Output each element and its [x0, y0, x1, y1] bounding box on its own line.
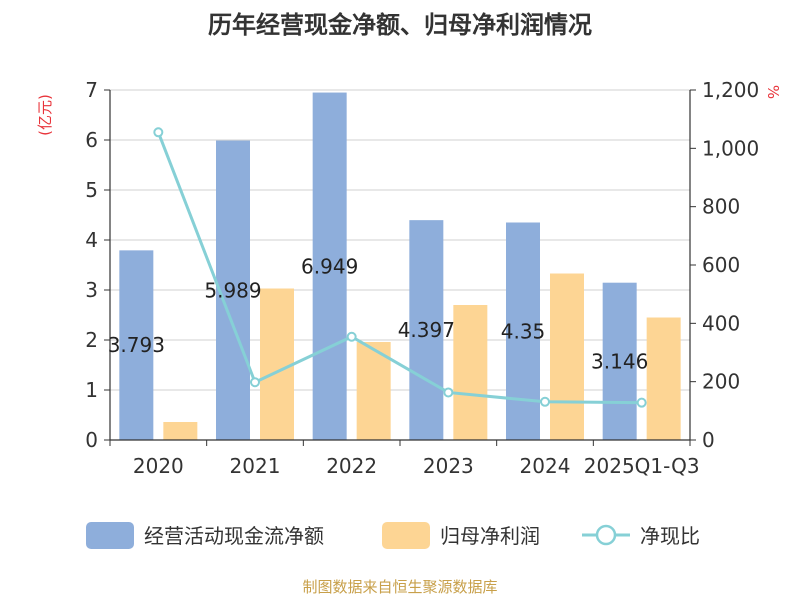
- cashflow-data-label: 3.146: [591, 349, 648, 373]
- net-profit-bar: [260, 288, 294, 440]
- ratio-point: [153, 127, 164, 138]
- left-axis-unit: (亿元): [36, 94, 54, 136]
- cashflow-data-label: 4.35: [501, 319, 546, 343]
- net-profit-bar: [550, 273, 584, 440]
- x-tick-label: 2021: [230, 454, 281, 478]
- x-tick-label: 2020: [133, 454, 184, 478]
- net-profit-bar: [356, 342, 391, 440]
- ratio-line: [153, 127, 647, 408]
- legend[interactable]: 经营活动现金流净额 归母净利润 净现比: [86, 522, 700, 549]
- legend-label-ratio: 净现比: [640, 524, 700, 548]
- right-axis-unit: %: [764, 85, 782, 99]
- left-tick-label: 3: [85, 278, 98, 302]
- cashflow-bar: [409, 220, 444, 440]
- legend-label-cashflow: 经营活动现金流净额: [144, 524, 324, 548]
- ratio-point: [250, 377, 260, 388]
- net-profit-bar: [163, 422, 198, 440]
- cashflow-bar: [602, 282, 637, 440]
- left-tick-label: 1: [85, 378, 98, 402]
- left-tick-label: 7: [85, 78, 98, 102]
- right-tick-label: 800: [702, 195, 740, 219]
- ratio-point: [443, 387, 454, 398]
- cashflow-bar: [216, 140, 250, 441]
- legend-swatch-net-profit: [382, 522, 430, 549]
- cashflow-bar: [312, 92, 347, 441]
- x-tick-label: 2022: [326, 454, 377, 478]
- right-tick-label: 200: [702, 370, 740, 394]
- cashflow-data-label: 4.397: [398, 318, 455, 342]
- x-tick-label: 2023: [423, 454, 474, 478]
- ratio-line-path: [156, 131, 642, 405]
- left-tick-label: 4: [85, 228, 98, 252]
- net-profit-bar: [646, 317, 681, 440]
- bar-marks: [119, 92, 681, 441]
- ratio-point: [346, 331, 357, 342]
- right-tick-label: 1,000: [702, 136, 759, 160]
- cashflow-data-label: 5.989: [204, 278, 261, 302]
- x-tick-label: 2024: [520, 454, 571, 478]
- axes: 0 1 2 3 4 5 6 7 0 200 400 600 800 1,000 1,200 2020 2021 2…: [85, 78, 759, 478]
- cashflow-data-label: 6.949: [301, 254, 358, 278]
- left-tick-label: 2: [85, 328, 98, 352]
- right-tick-label: 0: [702, 428, 715, 452]
- legend-swatch-cashflow: [86, 522, 134, 549]
- right-tick-label: 400: [702, 311, 740, 335]
- ratio-point: [540, 396, 550, 407]
- legend-label-net-profit: 归母净利润: [440, 524, 540, 548]
- cashflow-bar: [506, 222, 540, 440]
- data-source-note: 制图数据来自恒生聚源数据库: [302, 578, 497, 596]
- left-tick-label: 6: [85, 128, 98, 152]
- net-profit-bar: [453, 305, 488, 440]
- left-tick-label: 0: [85, 428, 98, 452]
- cashflow-data-label: 3.793: [108, 333, 165, 357]
- right-tick-label: 600: [702, 253, 740, 277]
- chart-title: 历年经营现金净额、归母净利润情况: [208, 11, 592, 39]
- ratio-point: [636, 397, 647, 408]
- gridlines: [110, 89, 690, 391]
- data-labels: 3.793 5.989 6.949 4.397 4.35 3.146: [108, 254, 649, 373]
- legend-swatch-ratio-marker: [595, 524, 617, 546]
- right-tick-label: 1,200: [702, 78, 759, 102]
- cashflow-bar: [119, 250, 154, 440]
- x-tick-label: 2025Q1-Q3: [584, 454, 700, 478]
- left-tick-label: 5: [85, 178, 98, 202]
